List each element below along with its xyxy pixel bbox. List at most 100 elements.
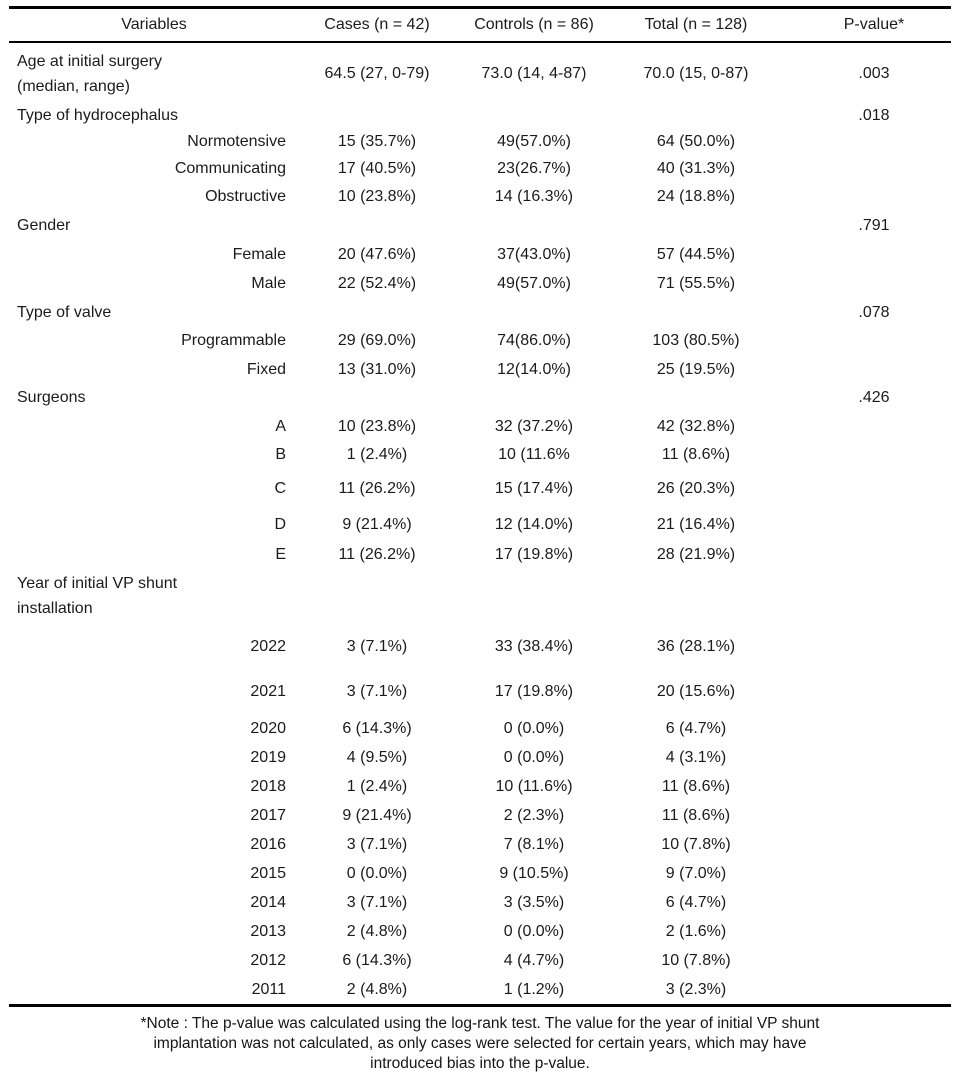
total-value: 28 (21.9%)	[656, 546, 736, 563]
cases-value: 4 (9.5%)	[346, 748, 408, 766]
table-row-gender: Gender .791	[9, 211, 951, 240]
cases-value: 17 (40.5%)	[337, 160, 417, 177]
table-row-2019: 2019 4 (9.5%) 0 (0.0%) 4 (3.1%)	[9, 743, 951, 772]
row-label: Female	[232, 245, 286, 263]
controls-value: 32 (37.2%)	[494, 417, 574, 435]
pvalue-value: .078	[858, 303, 890, 321]
row-label: 2013	[250, 922, 286, 940]
row-label: 2016	[250, 835, 286, 853]
table-row-year-group: Year of initial VP shunt installation	[9, 569, 951, 623]
controls-value: 74(86.0%)	[497, 332, 571, 349]
controls-value: 23(26.7%)	[497, 160, 571, 177]
controls-value: 49(57.0%)	[497, 274, 571, 292]
row-label: 2022	[250, 637, 286, 655]
table-header-row: Variables Cases (n = 42) Controls (n = 8…	[9, 9, 951, 43]
pvalue-value: .791	[858, 216, 890, 234]
total-value: 2 (1.6%)	[665, 922, 727, 940]
row-label: 2015	[250, 864, 286, 882]
controls-value: 10 (11.6%	[498, 446, 570, 463]
footnote-line: *Note : The p-value was calculated using…	[140, 1015, 820, 1032]
row-label: Male	[251, 274, 286, 292]
row-label: D	[274, 515, 286, 533]
table-row-2015: 2015 0 (0.0%) 9 (10.5%) 9 (7.0%)	[9, 859, 951, 888]
cases-value: 3 (7.1%)	[346, 893, 408, 911]
table-footnote: *Note : The p-value was calculated using…	[0, 1014, 960, 1074]
col-header-controls: Controls (n = 86)	[474, 16, 594, 33]
table-row-2021: 2021 3 (7.1%) 17 (19.8%) 20 (15.6%)	[9, 670, 951, 714]
row-label: 2011	[251, 980, 286, 998]
total-value: 6 (4.7%)	[665, 719, 727, 737]
table-row-2020: 2020 6 (14.3%) 0 (0.0%) 6 (4.7%)	[9, 714, 951, 743]
cases-value: 11 (26.2%)	[338, 479, 416, 497]
cases-value: 64.5 (27, 0-79)	[324, 64, 430, 82]
cases-value: 20 (47.6%)	[337, 245, 417, 263]
cases-value: 9 (21.4%)	[342, 515, 412, 533]
controls-value: 33 (38.4%)	[494, 637, 574, 655]
row-label: Communicating	[174, 160, 286, 177]
row-label: Fixed	[246, 360, 286, 378]
cases-value: 13 (31.0%)	[337, 360, 417, 378]
cases-value: 11 (26.2%)	[338, 546, 416, 563]
row-label: 2014	[250, 893, 286, 911]
total-value: 103 (80.5%)	[652, 332, 740, 349]
controls-value: 0 (0.0%)	[503, 922, 565, 940]
table-row-normotensive: Normotensive 15 (35.7%) 49(57.0%) 64 (50…	[9, 128, 951, 155]
total-value: 20 (15.6%)	[656, 683, 736, 700]
row-label: Programmable	[181, 332, 286, 349]
cases-value: 2 (4.8%)	[346, 922, 408, 940]
controls-value: 10 (11.6%)	[495, 777, 573, 795]
controls-value: 14 (16.3%)	[494, 188, 574, 205]
cases-value: 10 (23.8%)	[337, 188, 417, 205]
controls-value: 12 (14.0%)	[494, 515, 574, 533]
table-row-2013: 2013 2 (4.8%) 0 (0.0%) 2 (1.6%)	[9, 917, 951, 946]
cases-value: 3 (7.1%)	[346, 683, 408, 700]
cases-value: 6 (14.3%)	[342, 719, 412, 737]
table-row-2022: 2022 3 (7.1%) 33 (38.4%) 36 (28.1%)	[9, 623, 951, 670]
row-label: 2017	[250, 806, 286, 824]
controls-value: 4 (4.7%)	[503, 951, 565, 969]
table-row-age: Age at initial surgery (median, range) 6…	[9, 43, 951, 104]
row-label: 2019	[250, 748, 286, 766]
total-value: 10 (7.8%)	[661, 951, 731, 969]
row-label: Type of hydrocephalus	[17, 107, 178, 124]
total-value: 9 (7.0%)	[665, 864, 727, 882]
cases-value: 9 (21.4%)	[342, 806, 412, 824]
row-label: 2018	[250, 777, 286, 795]
total-value: 40 (31.3%)	[656, 160, 736, 177]
table-row-2017: 2017 9 (21.4%) 2 (2.3%) 11 (8.6%)	[9, 801, 951, 830]
cases-value: 10 (23.8%)	[337, 417, 417, 435]
cases-value: 1 (2.4%)	[346, 446, 408, 463]
total-value: 70.0 (15, 0-87)	[643, 64, 749, 82]
col-header-total: Total (n = 128)	[644, 16, 748, 33]
row-label: Year of initial VP shunt installation	[17, 575, 178, 617]
row-label: Surgeons	[17, 389, 86, 406]
row-label: Obstructive	[205, 188, 286, 205]
cases-value: 3 (7.1%)	[346, 835, 408, 853]
total-value: 42 (32.8%)	[656, 417, 736, 435]
table-row-programmable: Programmable 29 (69.0%) 74(86.0%) 103 (8…	[9, 327, 951, 355]
table-row-2018: 2018 1 (2.4%) 10 (11.6%) 11 (8.6%)	[9, 772, 951, 801]
total-value: 57 (44.5%)	[656, 245, 736, 263]
comparison-table: Variables Cases (n = 42) Controls (n = 8…	[9, 6, 951, 1007]
table-row-surgeon-a: A 10 (23.8%) 32 (37.2%) 42 (32.8%)	[9, 412, 951, 441]
total-value: 64 (50.0%)	[656, 132, 736, 150]
cases-value: 22 (52.4%)	[337, 274, 417, 292]
total-value: 11 (8.6%)	[661, 777, 731, 795]
controls-value: 2 (2.3%)	[503, 806, 565, 824]
row-label: Type of valve	[17, 303, 112, 321]
table-row-hydrocephalus: Type of hydrocephalus .018	[9, 104, 951, 128]
table-row-obstructive: Obstructive 10 (23.8%) 14 (16.3%) 24 (18…	[9, 183, 951, 211]
table-row-valve: Type of valve .078	[9, 298, 951, 327]
total-value: 36 (28.1%)	[656, 637, 736, 655]
total-value: 6 (4.7%)	[665, 893, 727, 911]
row-label: Normotensive	[187, 132, 286, 150]
row-label: C	[274, 479, 286, 497]
cases-value: 3 (7.1%)	[346, 637, 408, 655]
pvalue-value: .003	[858, 64, 890, 82]
total-value: 3 (2.3%)	[665, 980, 727, 998]
col-header-cases: Cases (n = 42)	[324, 16, 430, 33]
cases-value: 6 (14.3%)	[342, 951, 412, 969]
controls-value: 12(14.0%)	[497, 360, 571, 378]
total-value: 10 (7.8%)	[661, 835, 731, 853]
controls-value: 9 (10.5%)	[499, 864, 569, 882]
